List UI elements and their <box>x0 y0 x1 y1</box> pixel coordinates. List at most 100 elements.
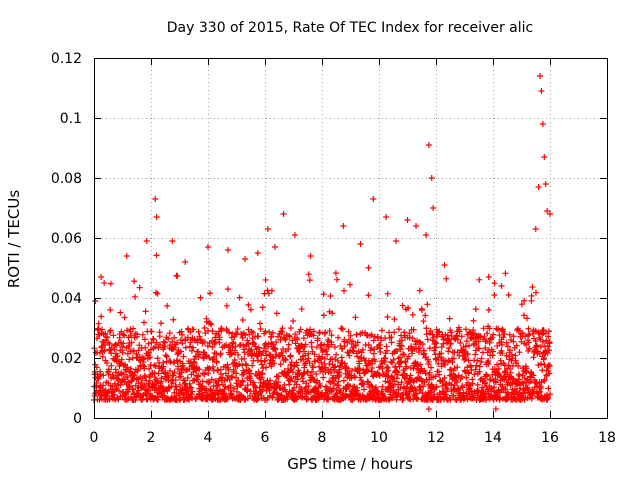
data-point <box>116 387 123 394</box>
data-point <box>419 341 426 348</box>
data-point <box>541 355 548 362</box>
data-point <box>292 340 299 347</box>
data-point <box>546 338 553 345</box>
data-point <box>201 339 208 346</box>
data-point <box>538 379 545 386</box>
data-point <box>166 367 173 374</box>
data-point <box>479 384 486 391</box>
data-point <box>390 383 397 390</box>
data-point <box>142 308 149 315</box>
data-point <box>477 333 484 340</box>
data-point <box>123 253 130 259</box>
data-point <box>444 332 451 339</box>
data-point <box>308 368 315 375</box>
data-point <box>179 340 186 347</box>
data-point <box>115 396 122 403</box>
data-point <box>433 340 440 347</box>
data-point <box>171 369 178 376</box>
data-point <box>226 329 233 336</box>
data-point <box>416 287 423 294</box>
data-point <box>340 377 347 384</box>
data-point <box>514 381 521 388</box>
data-point <box>230 366 237 373</box>
data-point <box>321 355 328 362</box>
data-point <box>111 391 118 398</box>
data-point <box>484 372 491 379</box>
data-point <box>98 274 105 280</box>
data-point <box>494 361 501 368</box>
data-point <box>421 350 428 357</box>
data-point <box>182 259 189 265</box>
data-point <box>104 334 111 341</box>
data-point <box>339 326 346 333</box>
data-point <box>141 363 148 370</box>
data-point <box>148 328 155 335</box>
y-tick-label: 0 <box>73 411 82 427</box>
data-point <box>468 367 475 374</box>
data-point <box>365 341 372 348</box>
data-point <box>197 294 204 301</box>
data-point <box>529 284 536 291</box>
data-point <box>249 362 256 369</box>
data-point <box>214 382 221 389</box>
data-point <box>353 331 360 338</box>
data-point <box>150 336 157 343</box>
data-point <box>524 384 531 391</box>
data-point <box>495 365 502 372</box>
data-point <box>189 388 196 395</box>
x-tick-label: 4 <box>204 430 213 446</box>
data-point <box>377 341 384 348</box>
data-point <box>504 343 511 350</box>
data-point <box>121 332 128 339</box>
data-point <box>365 264 372 271</box>
data-point <box>262 340 269 347</box>
data-point <box>445 357 452 364</box>
data-point <box>325 393 332 400</box>
data-point <box>254 250 261 256</box>
data-point <box>518 301 525 308</box>
data-point <box>171 334 178 341</box>
data-point <box>207 320 214 327</box>
data-point <box>508 351 515 358</box>
data-point <box>312 358 319 365</box>
data-point <box>379 383 386 390</box>
data-point <box>361 386 368 393</box>
data-point <box>217 350 224 357</box>
data-point <box>521 297 528 304</box>
data-point <box>141 382 148 389</box>
data-point <box>300 335 307 342</box>
data-point <box>345 328 352 335</box>
data-point <box>229 373 236 380</box>
y-tick-label: 0.12 <box>51 51 82 67</box>
data-point <box>317 342 324 349</box>
data-point <box>476 368 483 375</box>
data-point <box>472 351 479 358</box>
data-point <box>398 379 405 386</box>
data-point <box>228 351 235 358</box>
data-point <box>121 314 128 321</box>
data-point <box>282 336 289 343</box>
data-point <box>410 378 417 385</box>
data-point <box>352 374 359 381</box>
data-point <box>525 339 532 346</box>
data-point <box>299 378 306 385</box>
data-point <box>279 352 286 359</box>
data-point <box>453 332 460 339</box>
data-point <box>189 395 196 402</box>
data-point <box>449 359 456 366</box>
data-point <box>145 387 152 394</box>
data-point <box>242 256 249 262</box>
data-point <box>184 374 191 381</box>
data-point <box>99 385 106 392</box>
data-point <box>205 244 211 250</box>
data-point <box>186 343 193 350</box>
data-point <box>475 338 482 345</box>
data-point <box>482 344 489 351</box>
data-point <box>338 325 345 332</box>
data-point <box>289 369 296 376</box>
data-point <box>436 371 443 378</box>
data-point <box>332 270 339 277</box>
data-point <box>320 291 327 298</box>
data-point <box>394 371 401 378</box>
data-point <box>95 320 102 327</box>
